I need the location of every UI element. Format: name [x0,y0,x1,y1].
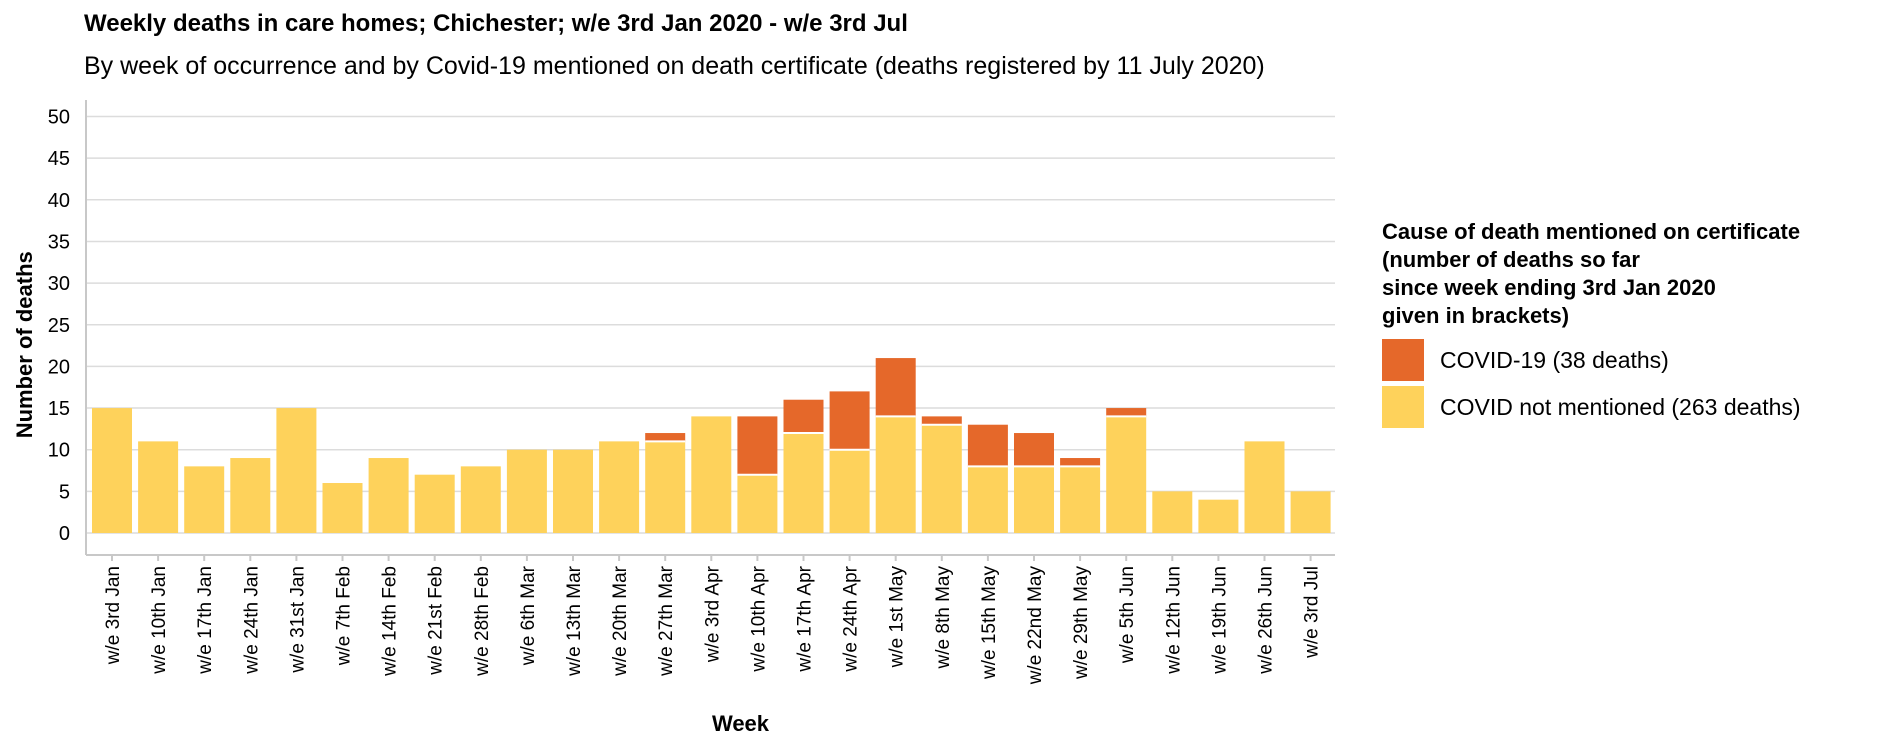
x-tick-label: w/e 15th May [979,566,1000,680]
bar-covid19 [783,399,824,434]
bar-covid19 [1060,458,1101,467]
legend-title-line: given in brackets) [1382,303,1570,328]
bar-covid-not-mentioned [783,433,824,533]
x-tick-label: w/e 21st Feb [426,566,447,676]
bar-covid-not-mentioned [691,416,732,533]
legend-title: Cause of death mentioned on certificate … [1382,218,1800,330]
bar-covid-not-mentioned [553,449,593,533]
y-tick-label: 50 [48,107,70,129]
x-tick-label: w/e 27th Mar [656,565,677,676]
x-tick-label: w/e 20th Mar [610,565,631,676]
bar-covid-not-mentioned [506,449,547,533]
legend-title-line: (number of deaths so far [1382,247,1640,272]
y-tick-label: 30 [48,273,70,295]
legend-label-covid19: COVID-19 (38 deaths) [1440,346,1669,373]
bar-covid-not-mentioned [599,441,640,533]
y-tick-label: 10 [48,440,70,462]
x-tick-label: w/e 14th Feb [380,566,401,677]
x-tick-label: w/e 22nd May [1025,566,1046,686]
x-tick-label: w/e 8th May [933,566,954,670]
x-tick-label: w/e 24th Jan [241,566,262,675]
legend: Cause of death mentioned on certificate … [1382,218,1801,428]
stacked-bar-chart: 0 5 10 15 20 25 30 35 40 45 50 w/e 3rd Jan w/e 10th … [12,100,1335,736]
legend-item-covid19: COVID-19 (38 deaths) [1382,339,1669,381]
x-tick-label: w/e 13th Mar [564,565,585,676]
bar-covid-not-mentioned [829,449,870,533]
x-tick-label: w/e 3rd Jul [1302,566,1323,659]
x-tick-label: w/e 3rd Apr [702,565,723,663]
bar-covid-not-mentioned [230,458,271,533]
bar-covid19 [737,416,778,475]
bar-covid19 [1106,408,1147,417]
x-tick-label: w/e 26th Jun [1256,566,1277,675]
bar-covid-not-mentioned [138,441,179,533]
x-tick-label: w/e 5th Jun [1117,566,1138,664]
y-tick-label: 15 [48,398,70,420]
bar-covid-not-mentioned [92,408,132,533]
y-tick-label: 35 [48,231,70,253]
y-tick-label: 0 [59,523,70,545]
y-tick-label: 40 [48,190,70,212]
x-tick-label: w/e 10th Apr [748,565,769,672]
x-tick-label: w/e 31st Jan [287,566,308,674]
bar-covid-not-mentioned [1014,466,1054,533]
bar-covid19 [829,391,870,450]
bar-covid-not-mentioned [875,416,916,533]
legend-swatch-covid-not-mentioned [1382,386,1424,428]
bar-covid19 [875,358,916,417]
x-tick-label: w/e 1st May [887,566,908,669]
chart-subtitle: By week of occurrence and by Covid-19 me… [84,52,1265,80]
bar-covid-not-mentioned [1060,466,1101,533]
x-tick-label: w/e 28th Feb [472,566,493,677]
legend-item-covid-not-mentioned: COVID not mentioned (263 deaths) [1382,386,1801,428]
bar-covid-not-mentioned [737,474,778,533]
bar-covid19 [967,424,1008,467]
bar-covid19 [921,416,962,425]
bar-covid-not-mentioned [414,474,455,533]
y-tick-label: 5 [59,481,70,503]
bar-covid-not-mentioned [1244,441,1285,533]
y-tick-label: 25 [48,315,70,337]
x-tick-label: w/e 24th Apr [841,565,862,672]
y-tick-label: 45 [48,148,70,170]
x-tick-label: w/e 29th May [1071,566,1092,680]
bar-covid-not-mentioned [1198,499,1239,533]
x-tick-label: w/e 10th Jan [149,566,170,675]
legend-title-line: since week ending 3rd Jan 2020 [1382,275,1716,300]
bar-covid-not-mentioned [645,441,686,533]
x-tick-label: w/e 3rd Jan [103,566,124,665]
x-tick-label: w/e 7th Feb [334,566,355,666]
bar-covid-not-mentioned [1152,491,1193,533]
chart-title: Weekly deaths in care homes; Chichester;… [84,10,908,37]
bar-covid-not-mentioned [921,424,962,533]
x-tick-label: w/e 17th Jan [195,566,216,675]
x-tick-label: w/e 19th Jun [1209,566,1230,675]
x-tick-label: w/e 17th Apr [795,565,816,672]
legend-label-covid-not-mentioned: COVID not mentioned (263 deaths) [1440,393,1801,420]
bar-covid-not-mentioned [276,408,317,533]
x-tick-label: w/e 6th Mar [518,565,539,666]
x-tick-label: w/e 12th Jun [1163,566,1184,675]
legend-swatch-covid19 [1382,339,1424,381]
bar-covid19 [1014,433,1054,467]
bar-covid19 [645,433,686,442]
bar-covid-not-mentioned [322,483,363,533]
bar-covid-not-mentioned [184,466,225,533]
bar-covid-not-mentioned [967,466,1008,533]
bar-covid-not-mentioned [460,466,501,533]
y-tick-label: 20 [48,356,70,378]
bar-covid-not-mentioned [1290,491,1331,533]
y-axis-title: Number of deaths [12,251,37,438]
legend-title-line: Cause of death mentioned on certificate [1382,219,1801,244]
bar-covid-not-mentioned [1106,416,1147,533]
x-axis-title: Week [712,711,770,736]
bar-covid-not-mentioned [368,458,409,533]
